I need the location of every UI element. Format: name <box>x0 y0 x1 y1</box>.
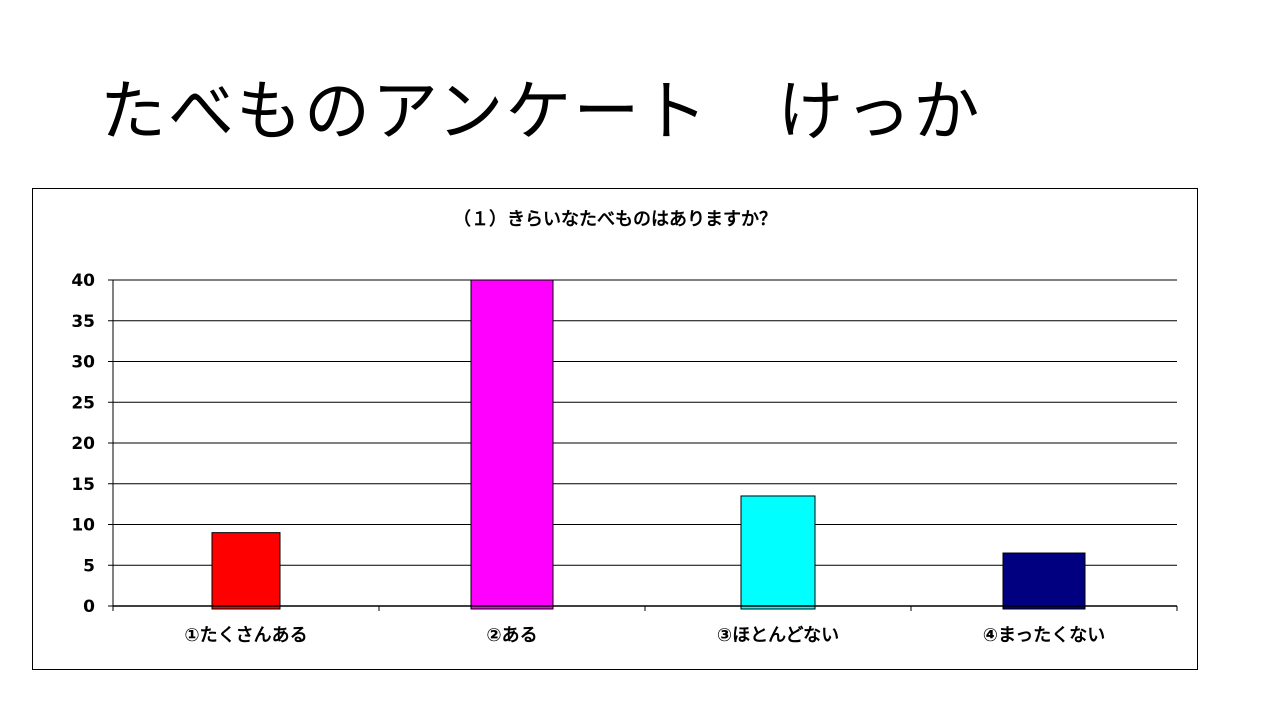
chart-frame: （１）きらいなたべものはありますか？ 0 5 10 15 20 25 30 35 40 ①たくさん… <box>32 188 1198 670</box>
y-tick-label: 25 <box>71 393 95 413</box>
y-tick-label: 35 <box>71 312 95 332</box>
y-tick-label: 30 <box>71 353 95 373</box>
y-tick-label: 10 <box>71 516 95 536</box>
bar-2 <box>470 279 554 610</box>
y-tick-label: 20 <box>71 434 95 454</box>
y-tick-label: 0 <box>83 597 95 617</box>
bar-chart: 0 5 10 15 20 25 30 35 40 ①たくさんある ②ある ③ほとんどない ④まったくない <box>71 271 1178 646</box>
x-category-label: ②ある <box>486 625 537 646</box>
y-tick-label: 15 <box>71 475 95 495</box>
y-tick-label: 40 <box>71 271 95 291</box>
chart-title: （１）きらいなたべものはありますか？ <box>453 209 777 230</box>
y-tick-label: 5 <box>83 556 95 576</box>
x-category-label: ③ほとんどない <box>717 625 839 646</box>
bar-4 <box>1002 552 1086 610</box>
x-category-label: ①たくさんある <box>184 625 307 646</box>
bar-3 <box>740 495 816 610</box>
x-category-label: ④まったくない <box>983 625 1106 646</box>
bar-1 <box>211 532 281 610</box>
slide-title: たべものアンケート けっか <box>100 73 982 150</box>
